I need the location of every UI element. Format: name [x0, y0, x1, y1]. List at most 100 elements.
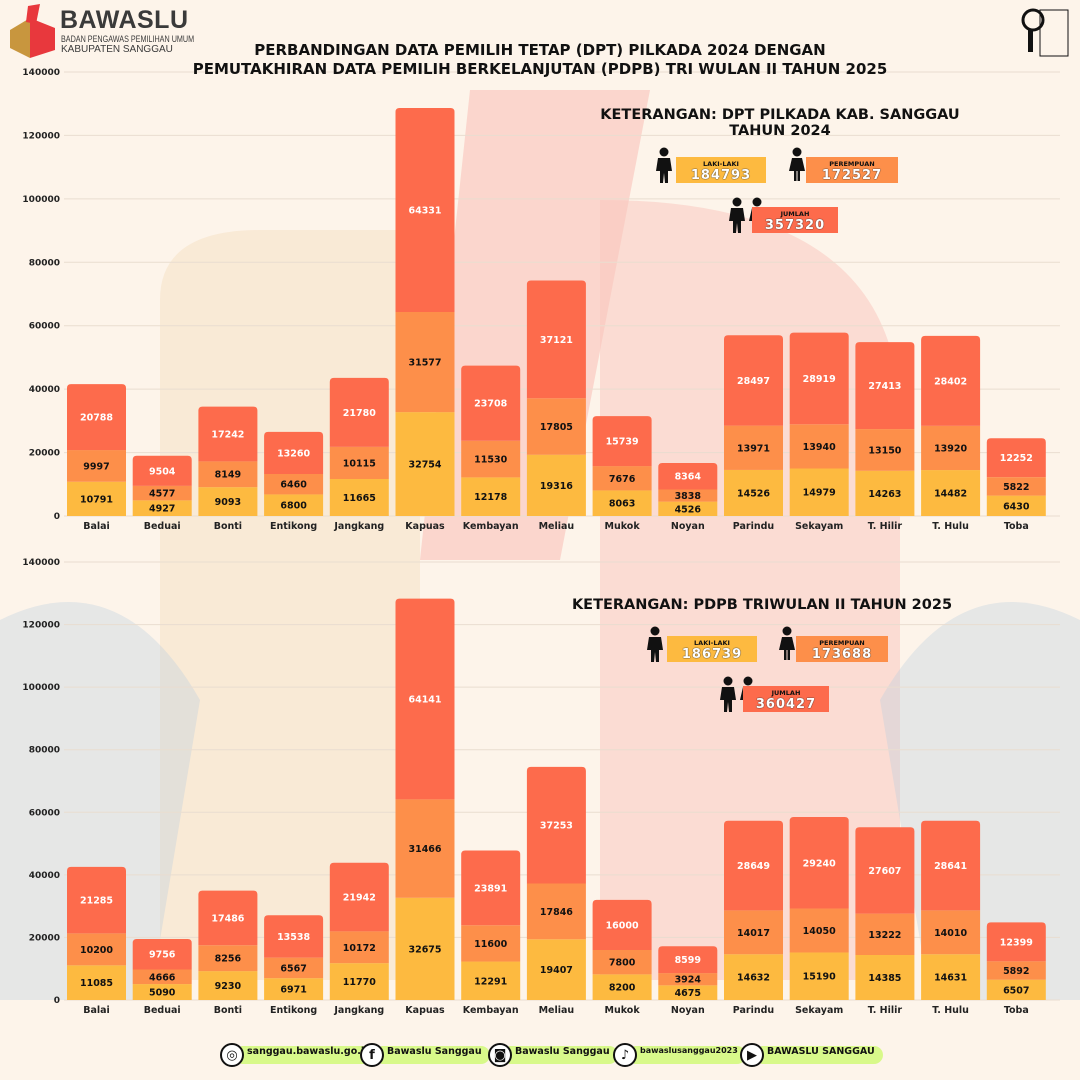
bar-segment	[921, 910, 981, 955]
footer-youtube[interactable]: ▶ BAWASLU SANGGAU	[740, 1043, 883, 1067]
data-label: 12252	[1000, 453, 1033, 464]
bar-segment	[592, 416, 652, 467]
title-line-1: PERBANDINGAN DATA PEMILIH TETAP (DPT) PI…	[254, 41, 826, 59]
legend-1-title-line-2: TAHUN 2024	[729, 123, 831, 139]
bar-segment	[461, 477, 521, 516]
title-line-2: PEMUTAKHIRAN DATA PEMILIH BERKELANJUTAN …	[192, 60, 888, 78]
x-tick-label: T. Hilir	[868, 1005, 903, 1016]
bar-segment	[395, 799, 455, 898]
data-label: 16000	[606, 920, 639, 931]
data-label: 13920	[934, 443, 967, 454]
bar-segment	[526, 939, 586, 1000]
data-label: 14631	[934, 973, 967, 984]
bar-segment	[724, 910, 783, 955]
bar-segment	[658, 489, 718, 502]
footer-website[interactable]: ◎ sanggau.bawaslu.go.id	[220, 1043, 379, 1067]
footer-facebook-text: Bawaslu Sanggau	[381, 1046, 490, 1064]
data-label: 20788	[80, 413, 113, 424]
bar-segment	[592, 949, 652, 975]
bar-segment	[329, 446, 389, 480]
jumlah-value: 360427	[755, 697, 817, 712]
bar-segment	[132, 984, 192, 1000]
ayo-awasi-bersama-logo	[1021, 8, 1069, 57]
data-label: 23891	[474, 883, 507, 894]
bar-segment	[67, 481, 126, 516]
y-tick-label: 20000	[29, 933, 60, 943]
data-label: 6507	[1003, 985, 1029, 996]
legend-1-title: KETERANGAN: DPT PILKADA KAB. SANGGAU TAH…	[580, 107, 980, 139]
bar-segment	[67, 384, 126, 451]
footer-tiktok-text: bawaslusanggau2023	[634, 1046, 746, 1064]
legend-1-laki-box: LAKI-LAKI 184793	[676, 157, 766, 183]
footer-instagram-text: Bawaslu Sanggau	[509, 1046, 618, 1064]
data-label: 6430	[1003, 501, 1030, 512]
data-label: 64331	[408, 205, 441, 216]
data-label: 31577	[408, 358, 441, 369]
data-label: 10791	[80, 494, 113, 505]
data-label: 14017	[737, 928, 770, 939]
data-label: 8599	[675, 955, 701, 966]
x-tick-label: Parindu	[733, 521, 774, 532]
male-person-icon	[729, 197, 745, 233]
data-label: 8149	[215, 470, 241, 481]
bar-segment	[264, 915, 324, 958]
bar-segment	[461, 440, 521, 478]
data-label: 21942	[343, 893, 376, 904]
data-label: 11085	[80, 978, 113, 989]
bar-segment	[526, 766, 586, 884]
footer-instagram[interactable]: ◙ Bawaslu Sanggau	[488, 1043, 618, 1067]
data-label: 37253	[540, 821, 573, 832]
bar-segment	[132, 455, 192, 486]
data-label: 14010	[934, 928, 967, 939]
bar-segment	[592, 466, 652, 491]
data-label: 3838	[675, 491, 702, 502]
bar-segment	[67, 965, 126, 1000]
x-tick-label: Bonti	[214, 521, 242, 532]
x-tick-label: Beduai	[144, 521, 181, 532]
bar-segment	[921, 820, 981, 911]
data-label: 9756	[149, 950, 176, 961]
instagram-icon: ◙	[488, 1043, 512, 1067]
data-label: 17486	[211, 913, 244, 924]
data-label: 28649	[737, 861, 770, 872]
bawaslu-logo	[10, 4, 55, 58]
bar-segment	[658, 501, 718, 516]
data-label: 28641	[934, 861, 967, 872]
legend-1-jumlah-box: JUMLAH 357320	[752, 207, 838, 233]
footer-tiktok[interactable]: ♪ bawaslusanggau2023	[613, 1043, 746, 1067]
bar-segment	[724, 954, 783, 1000]
y-tick-label: 60000	[29, 322, 60, 332]
bar-segment	[658, 462, 718, 490]
bar-segment	[921, 954, 981, 1000]
x-tick-label: T. Hulu	[932, 521, 969, 532]
bar-segment	[67, 450, 126, 482]
footer-facebook[interactable]: f Bawaslu Sanggau	[360, 1043, 490, 1067]
bar-segment	[658, 973, 718, 986]
perempuan-value: 173688	[811, 647, 873, 662]
footer-website-text: sanggau.bawaslu.go.id	[241, 1046, 379, 1064]
x-tick-label: Kembayan	[463, 1005, 519, 1016]
bar-segment	[198, 487, 258, 516]
bar-segment	[198, 890, 258, 946]
bar-segment	[461, 365, 521, 441]
logo-region: KABUPATEN SANGGAU	[61, 44, 173, 55]
bar-segment	[329, 963, 389, 1000]
data-label: 9504	[149, 466, 176, 477]
data-label: 17846	[540, 907, 573, 918]
bar-segment	[921, 425, 981, 471]
data-label: 19407	[540, 965, 573, 976]
data-label: 14263	[868, 489, 901, 500]
globe-icon: ◎	[220, 1043, 244, 1067]
y-tick-label: 100000	[22, 195, 60, 205]
bar-segment	[986, 979, 1046, 1000]
data-label: 64141	[408, 694, 441, 705]
logo-name: BAWASLU	[60, 6, 189, 34]
laki-value: 184793	[690, 168, 752, 183]
x-tick-label: Mukok	[605, 521, 641, 532]
bar-segment	[264, 978, 324, 1000]
y-tick-label: 120000	[22, 131, 60, 141]
data-label: 10172	[343, 943, 376, 954]
y-tick-label: 20000	[29, 449, 60, 459]
data-label: 11530	[474, 455, 507, 466]
